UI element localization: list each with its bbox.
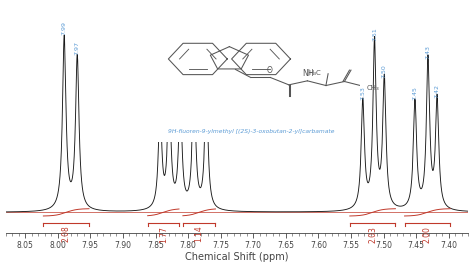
Text: 7.50: 7.50 [382, 65, 387, 79]
Text: 7.43: 7.43 [426, 45, 430, 59]
X-axis label: Chemical Shift (ppm): Chemical Shift (ppm) [185, 252, 289, 262]
Text: 7.53: 7.53 [360, 86, 365, 100]
Text: O: O [266, 66, 272, 75]
FancyBboxPatch shape [137, 5, 366, 145]
Text: 7.79: 7.79 [191, 66, 196, 80]
Text: H₃C: H₃C [309, 70, 321, 76]
Text: 2.00: 2.00 [423, 226, 432, 243]
Text: 7.45: 7.45 [412, 86, 418, 100]
Text: 1.14: 1.14 [195, 226, 204, 243]
Text: 7.77: 7.77 [204, 72, 209, 86]
Text: 2.03: 2.03 [368, 226, 377, 243]
Text: 7.84: 7.84 [157, 92, 163, 106]
Text: 7.81: 7.81 [178, 84, 183, 98]
Text: 1.77: 1.77 [159, 226, 168, 243]
Text: 7.99: 7.99 [62, 21, 67, 35]
Text: NH: NH [303, 69, 314, 78]
Text: 7.42: 7.42 [435, 84, 440, 98]
Text: 7.51: 7.51 [372, 27, 377, 41]
Text: 7.97: 7.97 [75, 41, 80, 55]
Text: 2.08: 2.08 [62, 226, 71, 243]
Text: 9H-fluoren-9-ylmethyl [(2S)-3-oxobutan-2-yl]carbamate: 9H-fluoren-9-ylmethyl [(2S)-3-oxobutan-2… [168, 129, 335, 134]
Text: 7.83: 7.83 [167, 76, 172, 90]
Text: CH₃: CH₃ [367, 84, 380, 91]
